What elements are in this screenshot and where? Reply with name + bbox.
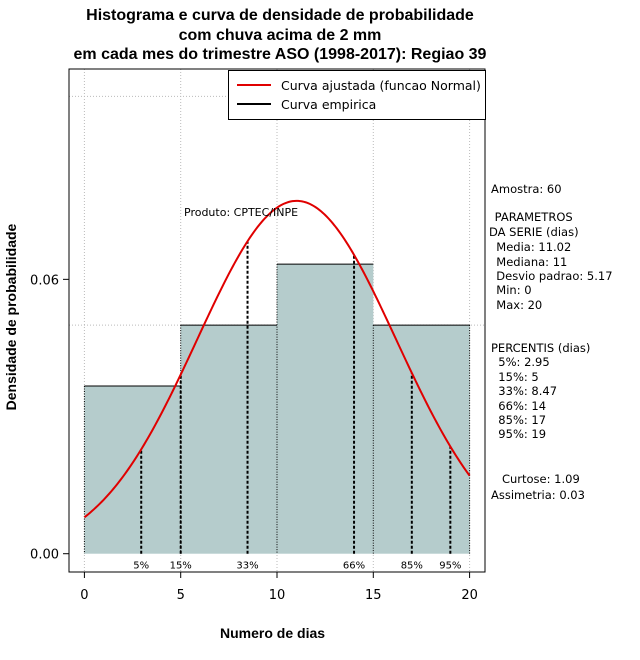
stat-p95: 95%: 19: [491, 427, 547, 441]
x-axis-title: Numero de dias: [220, 625, 326, 641]
histogram-bar-3: [373, 325, 470, 554]
stat-min: Min: 0: [489, 283, 532, 297]
histogram-bar-0: [84, 386, 181, 554]
percentile-label-33pct: 33%: [236, 561, 258, 572]
chart-title-line-2: com chuva acima de 2 mm: [178, 27, 382, 44]
stat-p85: 85%: 17: [491, 413, 547, 427]
percentile-label-95pct: 95%: [439, 561, 461, 572]
percentile-label-5pct: 5%: [133, 561, 149, 572]
x-tick-label-2: 10: [269, 588, 286, 603]
stat-p66: 66%: 14: [491, 399, 547, 413]
stat-max: Max: 20: [489, 298, 543, 312]
stat-skewness: Assimetria: 0.03: [491, 488, 585, 502]
histogram-bar-1: [180, 325, 277, 554]
stat-mean: Media: 11.02: [489, 240, 572, 254]
product-label: Produto: CPTEC/INPE: [184, 206, 299, 219]
chart-legend: Curva ajustada (funcao Normal) Curva emp…: [228, 70, 486, 120]
stat-p33: 33%: 8.47: [491, 384, 558, 398]
x-tick-label-3: 15: [365, 588, 382, 603]
stat-p15: 15%: 5: [491, 370, 539, 384]
chart-title-line-3: em cada mes do trimestre ASO (1998-2017)…: [73, 46, 487, 63]
stat-median: Mediana: 11: [489, 255, 568, 269]
percentile-label-66pct: 66%: [343, 561, 365, 572]
percentile-label-85pct: 85%: [401, 561, 423, 572]
x-tick-label-4: 20: [461, 588, 478, 603]
percentile-label-15pct: 15%: [170, 561, 192, 572]
stat-percentiles-header: PERCENTIS (dias): [491, 341, 591, 355]
chart-title-line-1: Histograma e curva de densidade de proba…: [86, 7, 474, 24]
stat-kurtosis: Curtose: 1.09: [491, 472, 580, 486]
legend-label-empirical: Curva empirica: [281, 96, 377, 112]
legend-swatch-empirical: [237, 103, 271, 105]
stat-sample-size: Amostra: 60: [491, 182, 562, 196]
stat-p5: 5%: 2.95: [491, 355, 550, 369]
legend-swatch-normal: [237, 84, 271, 86]
stat-params-header-2: DA SERIE (dias): [489, 225, 579, 239]
legend-item-empirical: Curva empirica: [237, 96, 376, 112]
legend-label-normal: Curva ajustada (funcao Normal): [281, 77, 481, 93]
normal-curve: [83, 199, 471, 519]
y-axis-title: Densidade de probabilidade: [3, 223, 19, 411]
y-tick-label-1: 0.06: [30, 273, 59, 288]
x-tick-label-0: 0: [80, 588, 88, 603]
histogram-bar-2: [277, 264, 374, 554]
stat-std-dev: Desvio padrao: 5.17: [489, 269, 613, 283]
x-tick-label-1: 5: [177, 588, 185, 603]
y-tick-label-0: 0.00: [30, 548, 59, 563]
stat-params-header-1: PARAMETROS: [491, 210, 573, 224]
legend-item-normal: Curva ajustada (funcao Normal): [237, 77, 481, 93]
